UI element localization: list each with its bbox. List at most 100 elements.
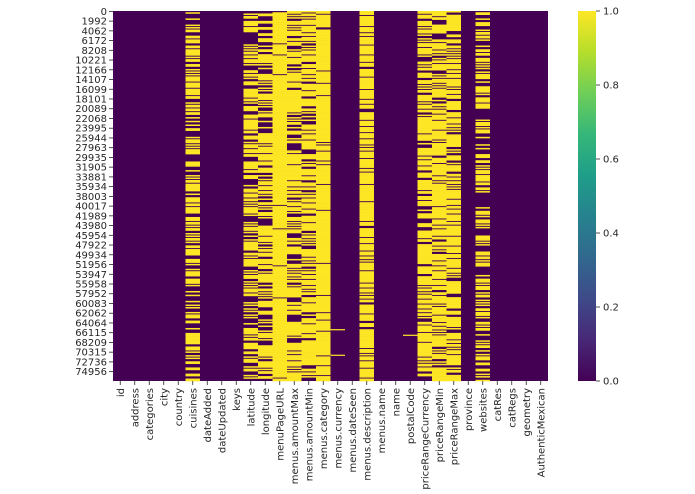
heatmap-cell: [287, 108, 302, 110]
heatmap-cell: [359, 93, 374, 96]
heatmap-cell: [359, 19, 374, 22]
heatmap-cell: [243, 188, 258, 191]
heatmap-cell: [316, 277, 331, 279]
heatmap-cell: [359, 202, 374, 204]
heatmap-cell: [432, 93, 447, 96]
heatmap-cell: [316, 65, 331, 67]
heatmap-cell: [287, 310, 302, 313]
heatmap-cell: [359, 237, 374, 240]
heatmap-cell: [359, 99, 374, 102]
heatmap-cell: [316, 367, 331, 369]
heatmap-cell: [475, 167, 490, 170]
heatmap-cell: [272, 147, 287, 150]
heatmap-cell: [185, 150, 200, 152]
heatmap-cell: [417, 363, 432, 366]
heatmap-cell: [475, 323, 490, 325]
heatmap-cell: [243, 135, 258, 138]
heatmap-cell: [475, 89, 490, 92]
heatmap-cell: [258, 76, 273, 78]
heatmap-cell: [243, 242, 258, 245]
heatmap-cell: [446, 165, 461, 167]
heatmap-cell: [301, 27, 316, 29]
heatmap-cell: [417, 272, 432, 274]
heatmap-cell: [287, 85, 302, 87]
heatmap-cell: [258, 347, 273, 350]
heatmap-cell: [432, 246, 447, 249]
heatmap-cell: [287, 91, 302, 93]
heatmap-cell: [359, 214, 374, 217]
heatmap-cell: [446, 377, 461, 379]
heatmap-cell: [475, 182, 490, 184]
heatmap-cell: [316, 44, 331, 46]
heatmap-cell: [446, 216, 461, 219]
heatmap-cell: [359, 136, 374, 139]
heatmap-cell: [446, 139, 461, 141]
heatmap-cell: [243, 245, 258, 247]
heatmap-cell: [417, 302, 432, 304]
heatmap-cell: [359, 213, 374, 215]
heatmap-cell: [359, 189, 374, 192]
heatmap-cell: [316, 274, 331, 277]
heatmap-cell: [185, 163, 200, 166]
heatmap-cell: [316, 318, 331, 320]
heatmap-cell: [475, 88, 490, 91]
heatmap-cell: [301, 38, 316, 40]
heatmap-cell: [316, 126, 331, 129]
heatmap-cell: [258, 239, 273, 241]
heatmap-cell: [432, 308, 447, 310]
heatmap-cell: [287, 367, 302, 369]
heatmap-cell: [417, 22, 432, 24]
heatmap-cell: [316, 302, 331, 304]
heatmap-cell: [417, 197, 432, 199]
heatmap-cell: [258, 170, 273, 172]
heatmap-cell: [272, 78, 287, 81]
heatmap-cell: [417, 123, 432, 125]
heatmap-cell: [446, 210, 461, 213]
heatmap-cell: [359, 48, 374, 50]
heatmap-cell: [446, 357, 461, 360]
heatmap-cell: [359, 340, 374, 342]
heatmap-cell: [316, 112, 331, 114]
heatmap-cell: [446, 367, 461, 369]
heatmap-cell: [475, 171, 490, 173]
heatmap-cell: [359, 182, 374, 184]
heatmap-cell: [258, 228, 273, 230]
heatmap-cell: [272, 29, 287, 32]
heatmap-cell: [185, 367, 200, 369]
heatmap-cell: [359, 208, 374, 210]
heatmap-cell: [185, 327, 200, 330]
heatmap-cell: [258, 372, 273, 374]
heatmap-cell: [301, 263, 316, 266]
heatmap-cell: [359, 308, 374, 310]
heatmap-cell: [301, 344, 316, 346]
heatmap-cell: [185, 141, 200, 144]
heatmap-cell: [272, 249, 287, 251]
heatmap-cell: [272, 200, 287, 203]
heatmap-cell: [417, 149, 432, 151]
heatmap-cell: [316, 293, 331, 295]
y-tick-label: 1992: [82, 17, 107, 28]
heatmap-cell: [272, 361, 287, 363]
heatmap-cell: [432, 165, 447, 167]
heatmap-cell: [446, 125, 461, 128]
heatmap-cell: [301, 200, 316, 203]
heatmap-cell: [417, 67, 432, 70]
heatmap-cell: [316, 23, 331, 25]
x-tick-label: menus.dateSeen: [348, 388, 359, 473]
heatmap-cell: [272, 139, 287, 141]
heatmap-cell: [243, 281, 258, 283]
heatmap-cell: [272, 76, 287, 78]
heatmap-cell: [272, 271, 287, 273]
heatmap-cell: [258, 135, 273, 138]
heatmap-cell: [243, 228, 258, 230]
heatmap-cell: [359, 268, 374, 271]
heatmap-cell: [475, 313, 490, 315]
heatmap-cell: [272, 102, 287, 104]
heatmap-cell: [316, 279, 331, 282]
heatmap-cell: [185, 12, 200, 14]
heatmap-cell: [359, 140, 374, 143]
heatmap-cell: [475, 350, 490, 352]
heatmap-cell: [185, 193, 200, 196]
heatmap-cell: [446, 134, 461, 136]
heatmap-cell: [446, 263, 461, 266]
